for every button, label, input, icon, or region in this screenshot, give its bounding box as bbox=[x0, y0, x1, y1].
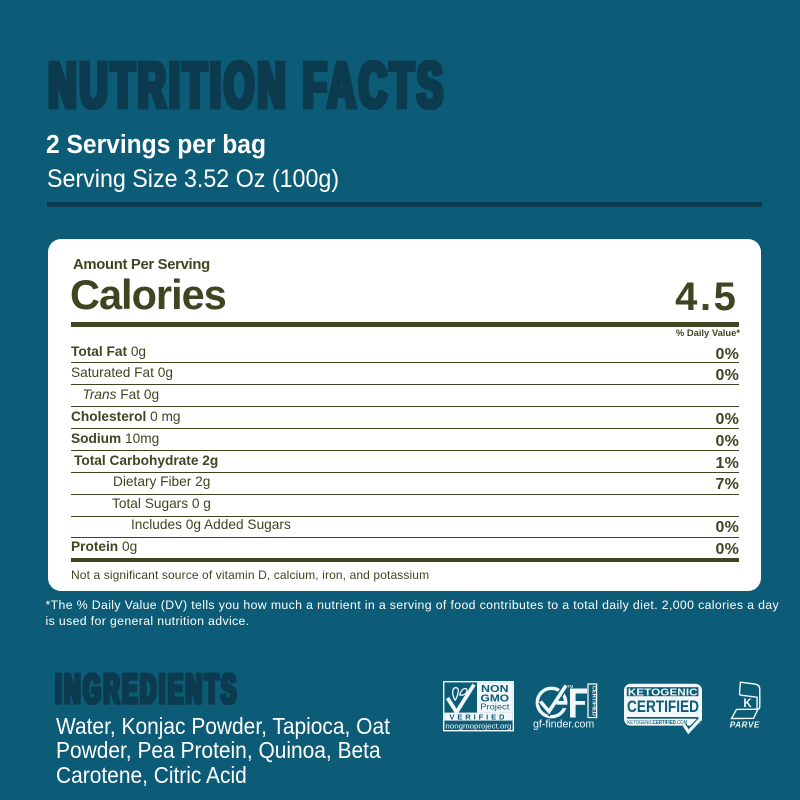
svg-text:K: K bbox=[743, 698, 752, 710]
svg-text:gf-finder.com: gf-finder.com bbox=[533, 719, 594, 731]
svg-text:nongmoproject.org: nongmoproject.org bbox=[445, 722, 511, 731]
svg-text:KETOGENICCERTIFIED.COM: KETOGENICCERTIFIED.COM bbox=[627, 720, 687, 726]
svg-text:Project: Project bbox=[480, 703, 510, 712]
svg-text:KETOGENIC: KETOGENIC bbox=[628, 687, 698, 699]
svg-text:INGREDIENTS: INGREDIENTS bbox=[56, 666, 240, 711]
svg-text:PARVE: PARVE bbox=[730, 721, 760, 730]
svg-text:GMO: GMO bbox=[481, 694, 510, 705]
svg-text:TM: TM bbox=[567, 684, 574, 689]
svg-text:INGREDIENTS: INGREDIENTS bbox=[54, 666, 238, 711]
svg-text:CERTIFIED: CERTIFIED bbox=[590, 686, 596, 716]
svg-text:NON: NON bbox=[481, 684, 509, 695]
svg-text:NUTRITION FACTS: NUTRITION FACTS bbox=[47, 52, 445, 122]
svg-text:NUTRITION FACTS: NUTRITION FACTS bbox=[50, 52, 448, 122]
svg-text:CERTIFIED: CERTIFIED bbox=[627, 697, 699, 716]
svg-text:VERIFIED: VERIFIED bbox=[449, 713, 507, 722]
